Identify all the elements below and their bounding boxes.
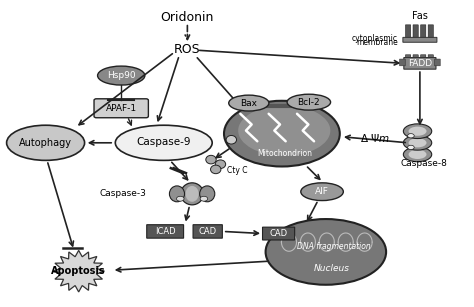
Text: ICAD: ICAD xyxy=(155,227,175,236)
FancyBboxPatch shape xyxy=(420,63,426,68)
FancyBboxPatch shape xyxy=(435,59,440,66)
Ellipse shape xyxy=(210,165,221,174)
FancyBboxPatch shape xyxy=(405,63,411,68)
FancyBboxPatch shape xyxy=(412,63,419,68)
Ellipse shape xyxy=(409,138,427,147)
Text: membrane: membrane xyxy=(356,38,398,47)
FancyBboxPatch shape xyxy=(420,25,426,41)
Ellipse shape xyxy=(238,105,330,156)
Ellipse shape xyxy=(409,126,427,136)
FancyBboxPatch shape xyxy=(263,227,295,240)
Text: Nucleus: Nucleus xyxy=(313,264,349,273)
Text: Bcl-2: Bcl-2 xyxy=(298,98,320,107)
FancyBboxPatch shape xyxy=(428,63,434,68)
FancyBboxPatch shape xyxy=(94,99,148,118)
Ellipse shape xyxy=(403,135,432,150)
Text: cytoplasmic: cytoplasmic xyxy=(352,34,398,43)
Ellipse shape xyxy=(265,219,386,285)
FancyBboxPatch shape xyxy=(405,55,410,64)
FancyBboxPatch shape xyxy=(193,225,222,238)
Ellipse shape xyxy=(176,196,184,201)
Text: Caspase-8: Caspase-8 xyxy=(400,159,447,168)
Text: FADD: FADD xyxy=(408,59,432,68)
Ellipse shape xyxy=(185,186,199,202)
Text: Hsp90: Hsp90 xyxy=(107,71,136,80)
Text: $\Delta$ $\Psi$$m$: $\Delta$ $\Psi$$m$ xyxy=(360,132,390,144)
Ellipse shape xyxy=(200,186,215,202)
Text: Caspase-3: Caspase-3 xyxy=(99,189,146,198)
Ellipse shape xyxy=(226,135,237,144)
Ellipse shape xyxy=(403,147,432,162)
Text: APAF-1: APAF-1 xyxy=(106,104,137,113)
Text: Mitochondrion: Mitochondrion xyxy=(257,149,312,158)
Ellipse shape xyxy=(409,150,427,159)
Ellipse shape xyxy=(215,160,226,169)
Text: Oridonin: Oridonin xyxy=(161,11,214,24)
Ellipse shape xyxy=(169,186,184,202)
FancyBboxPatch shape xyxy=(413,25,418,41)
Ellipse shape xyxy=(98,66,145,85)
FancyBboxPatch shape xyxy=(405,25,410,41)
Text: ROS: ROS xyxy=(174,43,201,56)
Ellipse shape xyxy=(229,95,269,111)
FancyBboxPatch shape xyxy=(428,55,433,64)
Text: CAD: CAD xyxy=(270,229,288,238)
Ellipse shape xyxy=(301,183,343,200)
Ellipse shape xyxy=(200,196,208,201)
Ellipse shape xyxy=(408,134,414,138)
Ellipse shape xyxy=(181,183,203,205)
FancyBboxPatch shape xyxy=(400,59,405,66)
Ellipse shape xyxy=(287,94,330,110)
Ellipse shape xyxy=(408,145,414,150)
FancyBboxPatch shape xyxy=(403,37,437,42)
Text: Apoptosis: Apoptosis xyxy=(51,266,106,276)
Text: Caspase-9: Caspase-9 xyxy=(137,137,191,147)
FancyBboxPatch shape xyxy=(413,55,418,64)
Ellipse shape xyxy=(403,124,432,138)
Text: Fas: Fas xyxy=(412,10,428,21)
Ellipse shape xyxy=(206,155,216,164)
Ellipse shape xyxy=(7,125,84,160)
Text: CAD: CAD xyxy=(199,227,217,236)
Ellipse shape xyxy=(115,125,212,160)
Text: Cty C: Cty C xyxy=(227,166,247,175)
Text: DNA fragmentation: DNA fragmentation xyxy=(297,242,371,251)
FancyBboxPatch shape xyxy=(428,25,433,41)
Ellipse shape xyxy=(224,101,340,166)
FancyBboxPatch shape xyxy=(420,55,426,64)
Polygon shape xyxy=(53,251,104,292)
Text: Bax: Bax xyxy=(240,99,257,107)
Text: Autophagy: Autophagy xyxy=(19,138,72,148)
FancyBboxPatch shape xyxy=(147,225,183,238)
Text: AIF: AIF xyxy=(315,187,329,196)
FancyBboxPatch shape xyxy=(404,57,436,69)
